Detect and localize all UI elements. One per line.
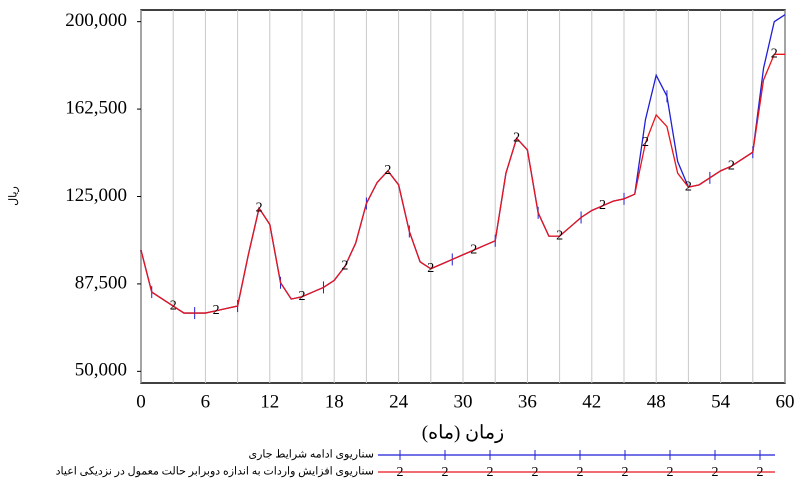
x-axis-label: زمان (ماه) — [422, 422, 504, 443]
x-tick-label: 30 — [454, 391, 473, 412]
y-tick-label: 87,500 — [75, 272, 127, 293]
x-tick-label: 60 — [776, 391, 795, 412]
legend-marker: 2 — [667, 465, 674, 480]
y-tick-label: 125,000 — [65, 185, 127, 206]
point-marker: 2 — [213, 303, 220, 318]
point-marker: 2 — [256, 200, 263, 215]
legend-marker: 2 — [757, 465, 764, 480]
y-tick-label: 162,500 — [65, 97, 127, 118]
x-tick-label: 24 — [389, 391, 409, 412]
legend-marker: 2 — [577, 465, 584, 480]
point-marker: 2 — [341, 259, 348, 274]
point-marker: 2 — [427, 261, 434, 276]
legend-marker: 2 — [487, 465, 494, 480]
point-marker: 2 — [771, 47, 778, 62]
legend-marker: 2 — [532, 465, 539, 480]
series-line — [140, 53, 785, 314]
legend-marker: 2 — [442, 465, 449, 480]
point-marker: 2 — [170, 298, 177, 313]
x-tick-label: 42 — [582, 391, 601, 412]
legend-label: سناریوی ادامه شرایط جاری — [248, 449, 374, 461]
x-tick-label: 6 — [201, 391, 211, 412]
x-tick-label: 54 — [711, 391, 731, 412]
y-tick-label: 200,000 — [65, 10, 127, 31]
y-tick-label: 50,000 — [75, 360, 127, 381]
legend-label: سناریوی افزایش واردات به اندازه دوبرابر … — [56, 466, 374, 478]
point-marker: 2 — [384, 163, 391, 178]
point-marker: 2 — [685, 179, 692, 194]
point-marker: 2 — [556, 228, 563, 243]
point-marker: 2 — [470, 242, 477, 257]
x-tick-label: 0 — [136, 391, 146, 412]
legend-marker: 2 — [712, 465, 719, 480]
point-marker: 2 — [299, 289, 306, 304]
x-tick-label: 48 — [647, 391, 666, 412]
x-tick-label: 36 — [518, 391, 537, 412]
point-marker: 2 — [599, 198, 606, 213]
x-tick-label: 12 — [260, 391, 279, 412]
legend-marker: 2 — [397, 465, 404, 480]
point-marker: 2 — [728, 158, 735, 173]
point-marker: 2 — [642, 135, 649, 150]
point-marker: 2 — [513, 130, 520, 145]
x-tick-label: 18 — [325, 391, 344, 412]
y-axis-label: ریال — [8, 186, 20, 206]
legend-marker: 2 — [622, 465, 629, 480]
